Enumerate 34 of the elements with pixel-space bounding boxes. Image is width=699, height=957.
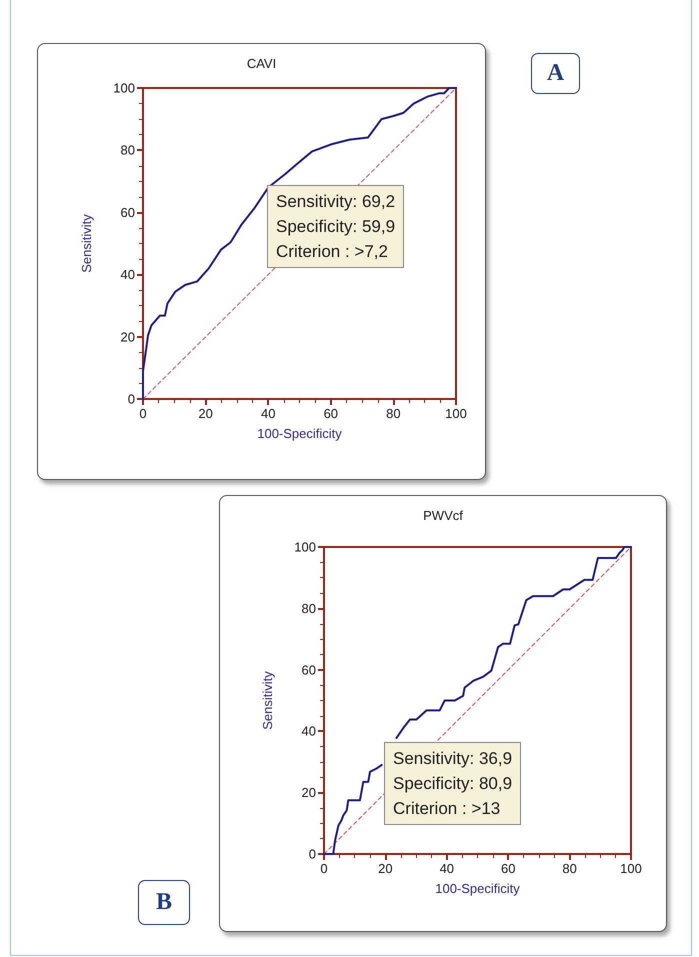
x-tick-label: 80 <box>562 861 577 876</box>
x-tick-label: 40 <box>260 406 276 421</box>
y-tick-label: 40 <box>302 724 316 739</box>
y-tick-label: 80 <box>302 600 316 616</box>
text: A <box>531 53 580 94</box>
chart-title: PWVcf <box>423 508 464 523</box>
x-axis-title: 100-Specificity <box>435 881 520 896</box>
x-tick-label: 100 <box>620 861 642 876</box>
x-tick-label: 20 <box>378 861 393 876</box>
x-axis-title: 100-Specificity <box>257 426 342 441</box>
x-tick-label: 0 <box>320 861 328 876</box>
y-tick-label: 40 <box>120 267 135 282</box>
x-tick-label: 0 <box>139 406 147 421</box>
y-tick-label: 60 <box>120 204 135 220</box>
x-tick-label: 20 <box>198 406 213 421</box>
y-axis-title: Sensitivity <box>260 670 275 730</box>
x-tick-label: 100 <box>445 406 467 421</box>
y-tick-label: 60 <box>302 662 316 678</box>
y-tick-label: 0 <box>128 392 135 406</box>
chart-title: CAVI <box>246 56 276 71</box>
annotation: Sensitivity: 36,9 Specificity: 80,9 Criterion : >13 <box>384 742 522 825</box>
x-tick-label: 80 <box>386 406 401 421</box>
y-tick-label: 80 <box>120 142 135 158</box>
text: B <box>138 880 190 925</box>
x-tick-label: 40 <box>440 861 454 876</box>
y-tick-label: 20 <box>120 329 135 344</box>
y-tick-label: 0 <box>308 846 316 862</box>
x-tick-label: 60 <box>324 406 338 421</box>
y-axis-title: Sensitivity <box>79 214 94 273</box>
y-tick-label: 100 <box>294 540 316 554</box>
annotation: Sensitivity: 69,2 Specificity: 59,9 Criterion : >7,2 <box>267 185 404 268</box>
y-tick-label: 100 <box>113 80 135 96</box>
x-tick-label: 60 <box>500 861 516 876</box>
y-tick-label: 20 <box>302 785 316 800</box>
